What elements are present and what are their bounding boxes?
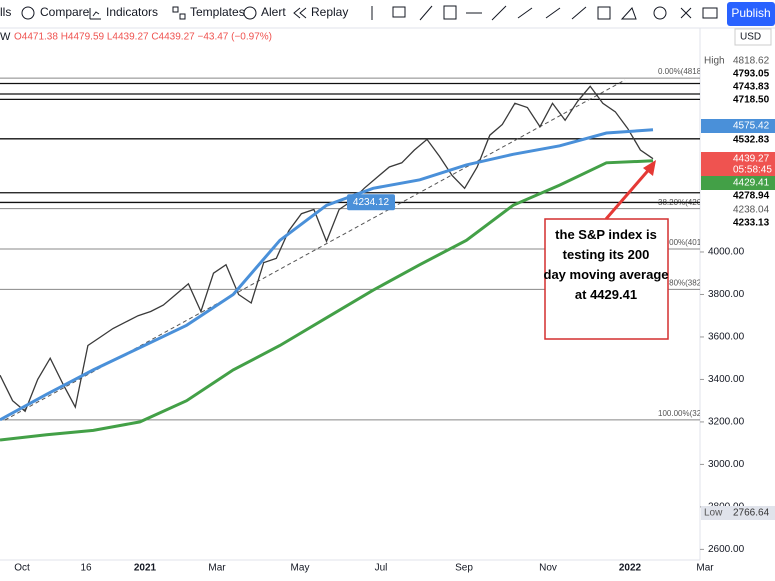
price-tag	[701, 54, 775, 68]
price-tag	[701, 80, 775, 94]
price-tag	[701, 119, 775, 133]
price-tag-label: 4278.94	[733, 191, 770, 202]
fib-label: 61.80%(3824.15)	[658, 278, 720, 287]
publish-label: Publish	[731, 6, 770, 20]
toolbar-symbol: lls	[0, 5, 11, 19]
drawing-tools	[371, 5, 718, 21]
y-tick-label: 3400.00	[708, 374, 745, 385]
price-tag	[701, 203, 775, 217]
price-tag	[701, 216, 775, 230]
plot-area: 0.00%(4818.62)38.20%(4203.92)50.00%(4014…	[0, 67, 724, 442]
y-tick-label: 3800.00	[708, 289, 745, 300]
price-tag	[701, 133, 775, 147]
price-tag-label: 2766.64	[733, 508, 770, 519]
price-tag	[701, 176, 775, 190]
annotation-text: the S&P index is testing its 200 day movin…	[544, 227, 669, 302]
y-tick-label: 2600.00	[708, 544, 745, 555]
legend-symbol: W	[0, 31, 11, 43]
price-tag-label: 4439.27	[733, 154, 770, 165]
y-tick-label: 3600.00	[708, 332, 745, 343]
replay-button[interactable]: Replay	[311, 5, 348, 19]
price-tag-prefix: Low	[704, 508, 723, 519]
compare-button[interactable]: Compare	[40, 5, 90, 19]
trend-line	[4, 79, 626, 421]
indicators-button[interactable]: Indicators	[106, 5, 158, 19]
series-line	[0, 128, 654, 422]
series-line	[0, 159, 654, 442]
x-tick-label: Jul	[375, 563, 388, 574]
price-tag-label: 4429.41	[733, 178, 770, 189]
publish-button[interactable]	[727, 2, 775, 26]
price-tag-label: 4532.83	[733, 135, 770, 146]
price-tag-label: 4793.05	[733, 69, 770, 80]
currency-button[interactable]	[734, 28, 772, 46]
chart-tag	[347, 194, 395, 211]
chart-tag-label: 4234.12	[353, 197, 390, 208]
x-tick-label: Sep	[455, 563, 473, 574]
x-tick-label: 2022	[619, 563, 642, 574]
price-tag	[701, 152, 775, 177]
price-tag-prefix: High	[704, 56, 725, 67]
fib-label: 0.00%(4818.62)	[658, 67, 715, 76]
y-tick-label: 4000.00	[708, 247, 745, 258]
x-tick-label: 16	[80, 563, 92, 574]
toolbar	[0, 0, 775, 28]
annotation-box	[544, 218, 669, 340]
x-tick-label: Oct	[14, 563, 30, 574]
x-tick-label: 2021	[134, 563, 157, 574]
annotation-arrowhead	[643, 160, 656, 176]
compare-icon	[21, 6, 35, 20]
series-line	[0, 85, 654, 413]
price-tag-label: 4238.04	[733, 205, 770, 216]
alert-button[interactable]: Alert	[261, 5, 286, 19]
x-tick-label: Nov	[539, 563, 557, 574]
x-tick-label: Mar	[208, 563, 226, 574]
alert-icon	[243, 6, 257, 20]
x-tick-label: Mar	[696, 563, 714, 574]
price-tag-label: 4233.13	[733, 218, 770, 229]
fib-label: 100.00%(3209.45)	[658, 409, 724, 418]
fib-label: 50.00%(4014.04)	[658, 238, 720, 247]
templates-button[interactable]: Templates	[190, 5, 245, 19]
price-tag	[701, 67, 775, 81]
replay-icon	[293, 7, 307, 19]
y-tick-label: 3200.00	[708, 417, 745, 428]
templates-icon	[179, 13, 186, 20]
price-tag-label: 4718.50	[733, 95, 770, 106]
ohlc-legend: O4471.38 H4479.59 L4439.27 C4439.27 −43.…	[14, 32, 272, 43]
x-tick-label: May	[291, 563, 310, 574]
y-tick-label: 3000.00	[708, 459, 745, 470]
currency-label: USD	[740, 32, 761, 43]
annotation-arrow	[604, 165, 654, 220]
price-tag-label: 4743.83	[733, 82, 770, 93]
indicators-icon	[89, 8, 101, 20]
price-tag-countdown: 05:58:45	[733, 165, 772, 176]
templates-icon	[172, 6, 179, 13]
price-tag	[701, 189, 775, 203]
price-tag-label: 4575.42	[733, 121, 770, 132]
price-tag-label: 4818.62	[733, 56, 770, 67]
price-tag	[701, 506, 775, 520]
price-tag	[701, 93, 775, 107]
